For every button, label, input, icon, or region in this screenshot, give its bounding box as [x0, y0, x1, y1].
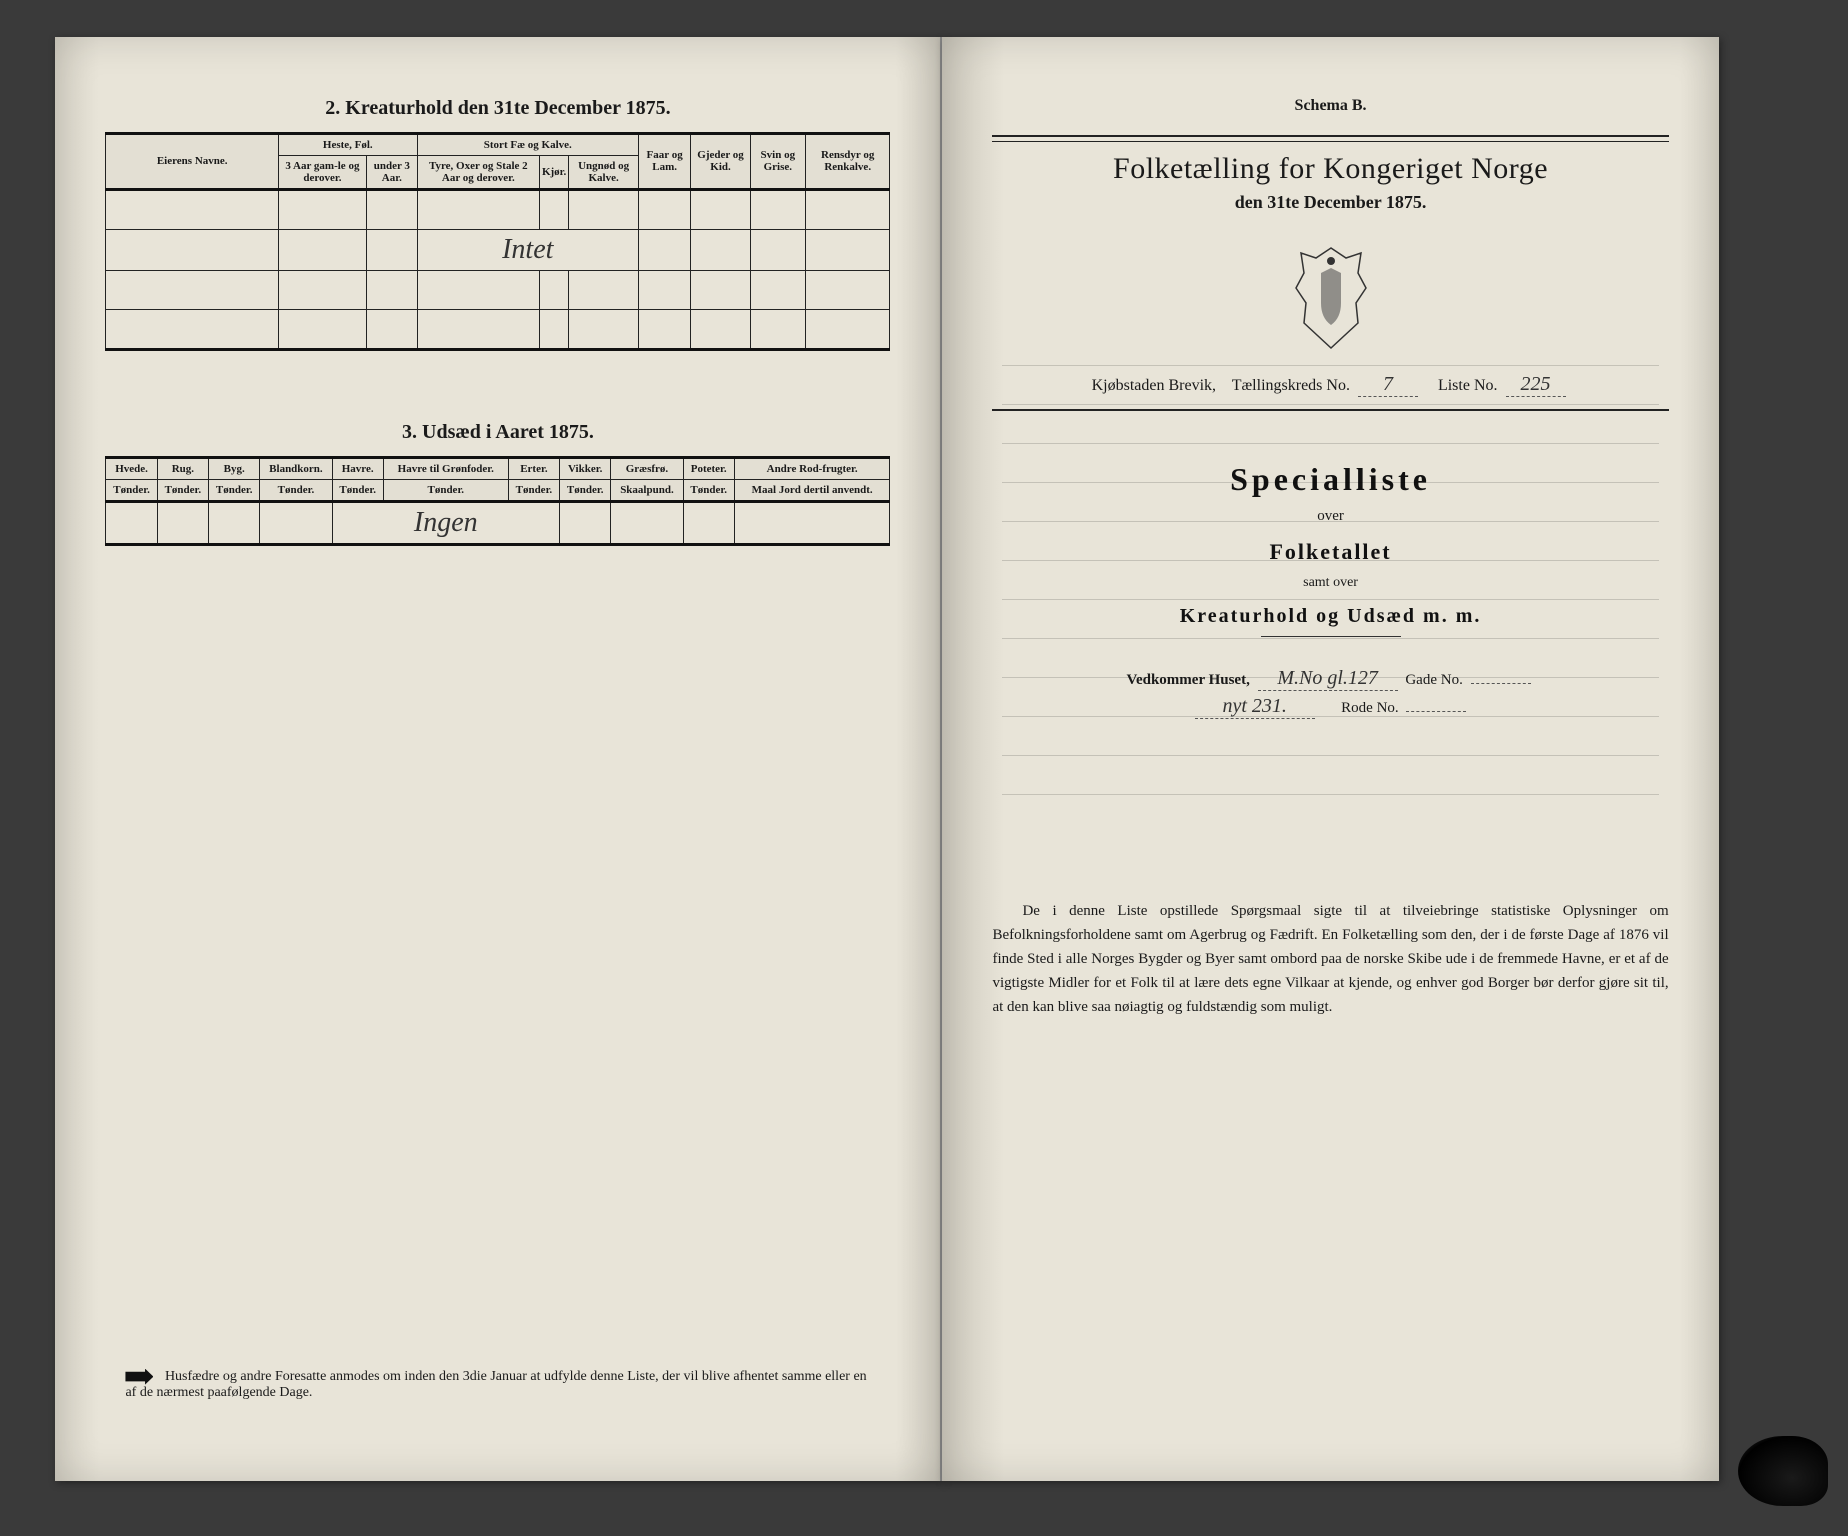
sowing-entry: Ingen	[332, 501, 560, 544]
sub-stort-c: Ungnød og Kalve.	[569, 155, 639, 189]
unit-9: Skaalpund.	[611, 479, 683, 501]
livestock-table: Eierens Navne. Heste, Føl. Stort Fæ og K…	[105, 132, 890, 351]
sub-heste-b: under 3 Aar.	[366, 155, 417, 189]
sub-stort-a: Tyre, Oxer og Stale 2 Aar og derover.	[417, 155, 539, 189]
unit-5: Tønder.	[332, 479, 383, 501]
coat-of-arms-icon	[1286, 243, 1376, 353]
col-rug: Rug.	[157, 457, 208, 479]
col-graesfroe: Græsfrø.	[611, 457, 683, 479]
section3-title: 3. Udsæd i Aaret 1875.	[105, 421, 890, 444]
livestock-entry: Intet	[417, 229, 638, 270]
sub-stort-b: Kjør.	[539, 155, 568, 189]
rode-value	[1406, 711, 1466, 712]
city-label: Kjøbstaden Brevik,	[1092, 377, 1216, 394]
pointing-hand-icon	[125, 1369, 153, 1385]
col-owner: Eierens Navne.	[106, 133, 278, 189]
rode-label: Rode No.	[1341, 700, 1399, 716]
sowing-table: Hvede. Rug. Byg. Blandkorn. Havre. Havre…	[105, 456, 890, 546]
col-poteter: Poteter.	[683, 457, 734, 479]
vedkommer-line: Vedkommer Huset, M.No gl.127 Gade No.	[992, 667, 1668, 691]
schema-label: Schema B.	[992, 97, 1668, 115]
vedkommer-value2: nyt 231.	[1195, 695, 1315, 719]
right-page: Schema B. Folketælling for Kongeriget No…	[942, 37, 1718, 1481]
over-label: over	[992, 508, 1668, 525]
kreatur-heading: Kreaturhold og Udsæd m. m.	[992, 605, 1668, 628]
unit-2: Tønder.	[157, 479, 208, 501]
open-book: 2. Kreaturhold den 31te December 1875. E…	[0, 0, 1848, 1536]
liste-value: 225	[1506, 373, 1566, 397]
section2-title: 2. Kreaturhold den 31te December 1875.	[105, 97, 890, 120]
explanatory-paragraph: De i denne Liste opstillede Spørgsmaal s…	[992, 899, 1668, 1019]
kreds-value: 7	[1358, 373, 1418, 397]
unit-8: Tønder.	[560, 479, 611, 501]
samt-label: samt over	[992, 575, 1668, 591]
col-hvede: Hvede.	[106, 457, 157, 479]
col-andre: Andre Rod-frugter.	[734, 457, 890, 479]
unit-3: Tønder.	[209, 479, 260, 501]
left-page: 2. Kreaturhold den 31te December 1875. E…	[55, 37, 942, 1481]
unit-6: Tønder.	[383, 479, 508, 501]
census-date: den 31te December 1875.	[992, 192, 1668, 213]
vedkommer-value1: M.No gl.127	[1258, 667, 1398, 691]
unit-11: Maal Jord dertil anvendt.	[734, 479, 890, 501]
footnote-block: Husfædre og andre Foresatte anmodes om i…	[125, 1369, 870, 1401]
kreds-label: Tællingskreds No.	[1232, 377, 1350, 394]
gade-value	[1471, 683, 1531, 684]
gade-label: Gade No.	[1405, 672, 1462, 688]
specialliste-heading: Specialliste	[992, 461, 1668, 498]
thumb-shadow	[1738, 1436, 1828, 1506]
col-vikker: Vikker.	[560, 457, 611, 479]
grp-rensdyr: Rensdyr og Renkalve.	[805, 133, 890, 189]
vedkommer-label: Vedkommer Huset,	[1127, 672, 1250, 688]
col-havre: Havre.	[332, 457, 383, 479]
grp-faar: Faar og Lam.	[638, 133, 690, 189]
unit-1: Tønder.	[106, 479, 157, 501]
sub-heste-a: 3 Aar gam-le og derover.	[278, 155, 366, 189]
folketallet-heading: Folketallet	[992, 539, 1668, 565]
col-erter: Erter.	[508, 457, 559, 479]
unit-7: Tønder.	[508, 479, 559, 501]
col-byg: Byg.	[209, 457, 260, 479]
grp-stort: Stort Fæ og Kalve.	[417, 133, 638, 155]
col-blandkorn: Blandkorn.	[260, 457, 332, 479]
grp-gjeder: Gjeder og Kid.	[691, 133, 750, 189]
liste-label: Liste No.	[1438, 377, 1498, 394]
location-line: Kjøbstaden Brevik, Tællingskreds No. 7 L…	[992, 373, 1668, 397]
unit-10: Tønder.	[683, 479, 734, 501]
census-title: Folketælling for Kongeriget Norge	[992, 152, 1668, 186]
footnote-text: Husfædre og andre Foresatte anmodes om i…	[125, 1369, 866, 1400]
unit-4: Tønder.	[260, 479, 332, 501]
grp-heste: Heste, Føl.	[278, 133, 417, 155]
vedkommer-line-2: nyt 231. Rode No.	[992, 695, 1668, 719]
grp-svin: Svin og Grise.	[750, 133, 805, 189]
col-havre-gron: Havre til Grønfoder.	[383, 457, 508, 479]
